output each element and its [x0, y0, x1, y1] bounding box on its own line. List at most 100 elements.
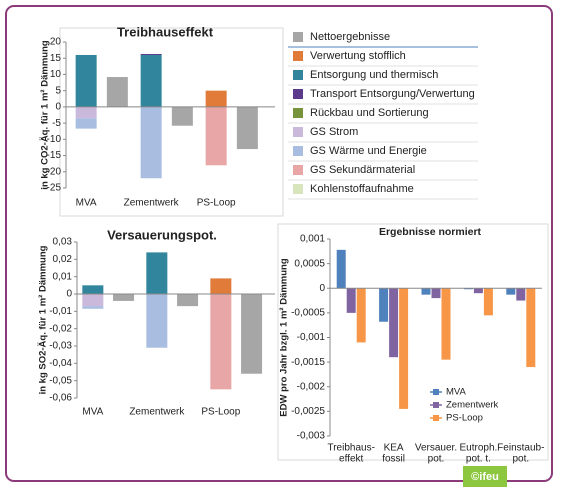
y-tick-label: -5 [52, 118, 61, 129]
bar-segment [140, 106, 162, 179]
y-tick-label: 5 [55, 85, 61, 96]
y-tick-label: 0,0005 [294, 258, 325, 269]
x-tick-label: Feinstaub- [497, 443, 544, 454]
y-tick-label: -0,03 [49, 341, 72, 352]
bar [336, 249, 346, 289]
x-tick-label: Treibhaus- [327, 443, 374, 454]
bar-segment [82, 306, 104, 309]
bar [389, 288, 399, 358]
y-tick-label: 0,01 [53, 271, 73, 282]
bar [483, 288, 493, 316]
y-tick-label: -0,0015 [291, 357, 325, 368]
legend-swatch [433, 415, 439, 421]
legend-swatch [293, 146, 303, 156]
chart-title: Ergebnisse normiert [379, 226, 482, 238]
y-axis-title: EDW pro Jahr bzgl. 1 m² Dämmung [279, 258, 290, 417]
y-tick-label: -25 [47, 183, 62, 194]
bar-segment [140, 54, 162, 107]
legend-swatch [293, 108, 303, 118]
net-bar [241, 294, 263, 374]
y-tick-label: -0,002 [297, 381, 326, 392]
y-tick-label: 0,001 [300, 234, 325, 245]
bar-segment [146, 294, 168, 348]
legend-label: Verwertung stofflich [310, 50, 406, 62]
net-bar [113, 294, 135, 301]
y-tick-label: 0,02 [53, 254, 73, 265]
bar-segment [75, 54, 97, 107]
bar-segment [205, 106, 227, 166]
bar-segment [82, 294, 104, 307]
badge [463, 466, 507, 487]
y-tick-label: -0,0025 [291, 406, 325, 417]
frame [5, 5, 553, 482]
x-tick-label: Eutroph. [459, 443, 497, 454]
y-axis-title: in kg SO2-Äq. für 1 m² Dämmung [38, 245, 49, 394]
y-tick-label: -10 [47, 134, 62, 145]
bar-segment [146, 252, 168, 294]
y-tick-label: 0 [66, 289, 72, 300]
legend-swatch [293, 32, 303, 42]
chart-frame [277, 223, 549, 461]
y-tick-label: -15 [47, 150, 62, 161]
legend-swatch [293, 165, 303, 175]
y-tick-label: -0,003 [297, 431, 326, 442]
bar-segment [210, 294, 232, 390]
x-tick-label: Zementwerk [124, 198, 180, 209]
x-tick-label: MVA [76, 198, 97, 209]
bar [473, 288, 483, 294]
y-tick-label: -0,05 [49, 375, 72, 386]
net-bar [177, 294, 199, 307]
bar-segment [82, 285, 104, 294]
net-bar [106, 77, 128, 107]
legend-swatch [293, 70, 303, 80]
legend-swatch [433, 402, 439, 408]
y-tick-label: 0 [55, 102, 61, 113]
y-tick-label: 15 [50, 53, 62, 64]
legend-label: Zementwerk [446, 400, 499, 411]
legend-label: Entsorgung und thermisch [310, 69, 438, 81]
chart-title: Versauerungspot. [107, 227, 217, 242]
chart-title: Treibhauseffekt [117, 24, 214, 39]
y-axis-title: in kg CO2-Äq. für 1 m² Dämmung [40, 40, 51, 190]
y-tick-label: -0,001 [297, 332, 326, 343]
bar [356, 288, 366, 343]
x-tick-label: pot. [428, 454, 445, 465]
x-tick-label: effekt [339, 454, 363, 465]
y-tick-label: -0,01 [49, 306, 72, 317]
bar [441, 288, 451, 360]
y-tick-label: -0,02 [49, 323, 72, 334]
y-tick-label: 10 [50, 69, 62, 80]
legend-swatch [433, 389, 439, 395]
x-tick-label: KEA [384, 443, 404, 454]
legend-label: GS Wärme und Energie [310, 145, 427, 157]
legend-swatch [293, 184, 303, 194]
x-tick-label: PS-Loop [201, 407, 240, 418]
bar [421, 288, 431, 295]
badge-text: ©ifeu [471, 471, 499, 483]
legend-label: Transport Entsorgung/Verwertung [310, 88, 475, 100]
bar-segment [75, 118, 97, 129]
bar-segment [210, 278, 232, 294]
bar [506, 288, 516, 295]
y-tick-label: 0,03 [53, 237, 73, 248]
x-tick-label: Versauer. [415, 443, 457, 454]
legend-label: Rückbau und Sortierung [310, 107, 429, 119]
legend-swatch [293, 127, 303, 137]
x-tick-label: PS-Loop [197, 198, 236, 209]
bar [516, 288, 526, 301]
bar-segment [205, 90, 227, 107]
legend-swatch [293, 89, 303, 99]
legend-label: MVA [446, 387, 467, 398]
y-tick-label: -0,04 [49, 358, 72, 369]
net-bar [236, 106, 258, 150]
x-tick-label: Zementwerk [129, 407, 185, 418]
y-tick-label: -0,06 [49, 393, 72, 404]
legend-label: PS-Loop [446, 413, 483, 424]
legend-label: GS Sekundärmaterial [310, 164, 415, 176]
y-tick-label: -20 [47, 166, 62, 177]
x-tick-label: fossil [382, 454, 405, 465]
legend-label: Kohlenstoffaufnahme [310, 183, 414, 195]
net-bar [171, 106, 193, 126]
y-tick-label: 20 [50, 37, 62, 48]
